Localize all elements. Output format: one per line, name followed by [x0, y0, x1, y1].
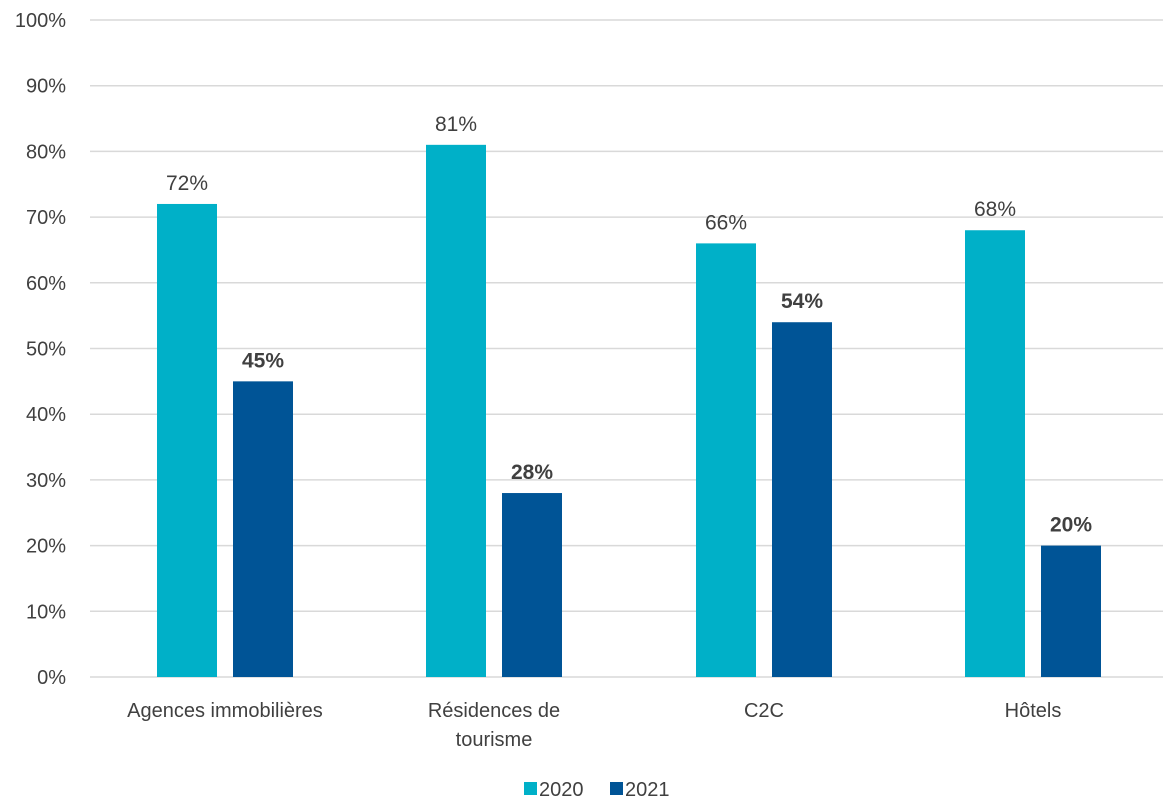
data-label-2021-1: 28%: [511, 461, 553, 484]
bars: [157, 144, 1101, 678]
bar-2020-1: [426, 144, 486, 677]
legend: 2020 2021: [524, 779, 670, 800]
y-tick-label: 40%: [26, 404, 66, 426]
y-tick-label: 100%: [15, 10, 66, 32]
bar-2020-2: [696, 243, 756, 677]
data-labels: 72% 81% 66% 68% 45% 28% 54% 20%: [166, 113, 1092, 537]
bar-2021-2: [772, 322, 832, 677]
x-category-label: C2C: [744, 700, 784, 722]
bar-2020-3: [965, 230, 1025, 678]
data-label-2021-0: 45%: [242, 349, 284, 372]
y-axis-tick-labels: 0% 10% 20% 30% 40% 50% 60% 70% 80% 90% 100%: [15, 10, 66, 689]
y-tick-label: 60%: [26, 273, 66, 295]
x-category-label-line: C2C: [744, 700, 784, 722]
x-category-label-line: Agences immobilières: [127, 700, 323, 722]
y-tick-label: 10%: [26, 601, 66, 623]
y-tick-label: 20%: [26, 536, 66, 558]
data-label-2021-3: 20%: [1050, 514, 1092, 537]
y-tick-label: 70%: [26, 207, 66, 229]
x-category-label: Hôtels: [1005, 700, 1062, 722]
legend-swatch-2021: [610, 782, 623, 795]
data-label-2020-3: 68%: [974, 198, 1016, 221]
data-label-2020-1: 81%: [435, 113, 477, 136]
x-category-label-line: Résidences de: [428, 700, 560, 722]
legend-label-2021: 2021: [625, 779, 670, 800]
data-label-2020-0: 72%: [166, 172, 208, 195]
y-tick-label: 50%: [26, 339, 66, 361]
y-tick-label: 30%: [26, 470, 66, 492]
x-axis-category-labels: Agences immobilières Résidences de tourism…: [127, 700, 1061, 751]
legend-swatch-2020: [524, 782, 537, 795]
x-category-label-line: Hôtels: [1005, 700, 1062, 722]
y-tick-label: 90%: [26, 76, 66, 98]
x-category-label: Résidences de tourisme: [428, 700, 560, 751]
legend-label-2020: 2020: [539, 779, 584, 800]
bar-2021-0: [233, 381, 293, 677]
bar-2021-3: [1041, 545, 1101, 677]
data-label-2021-2: 54%: [781, 290, 823, 313]
bar-2020-0: [157, 203, 217, 677]
x-category-label: Agences immobilières: [127, 700, 323, 722]
data-label-2020-2: 66%: [705, 211, 747, 234]
y-tick-label: 0%: [37, 667, 66, 689]
x-category-label-line: tourisme: [456, 729, 533, 751]
bar-2021-1: [502, 493, 562, 677]
y-tick-label: 80%: [26, 141, 66, 163]
